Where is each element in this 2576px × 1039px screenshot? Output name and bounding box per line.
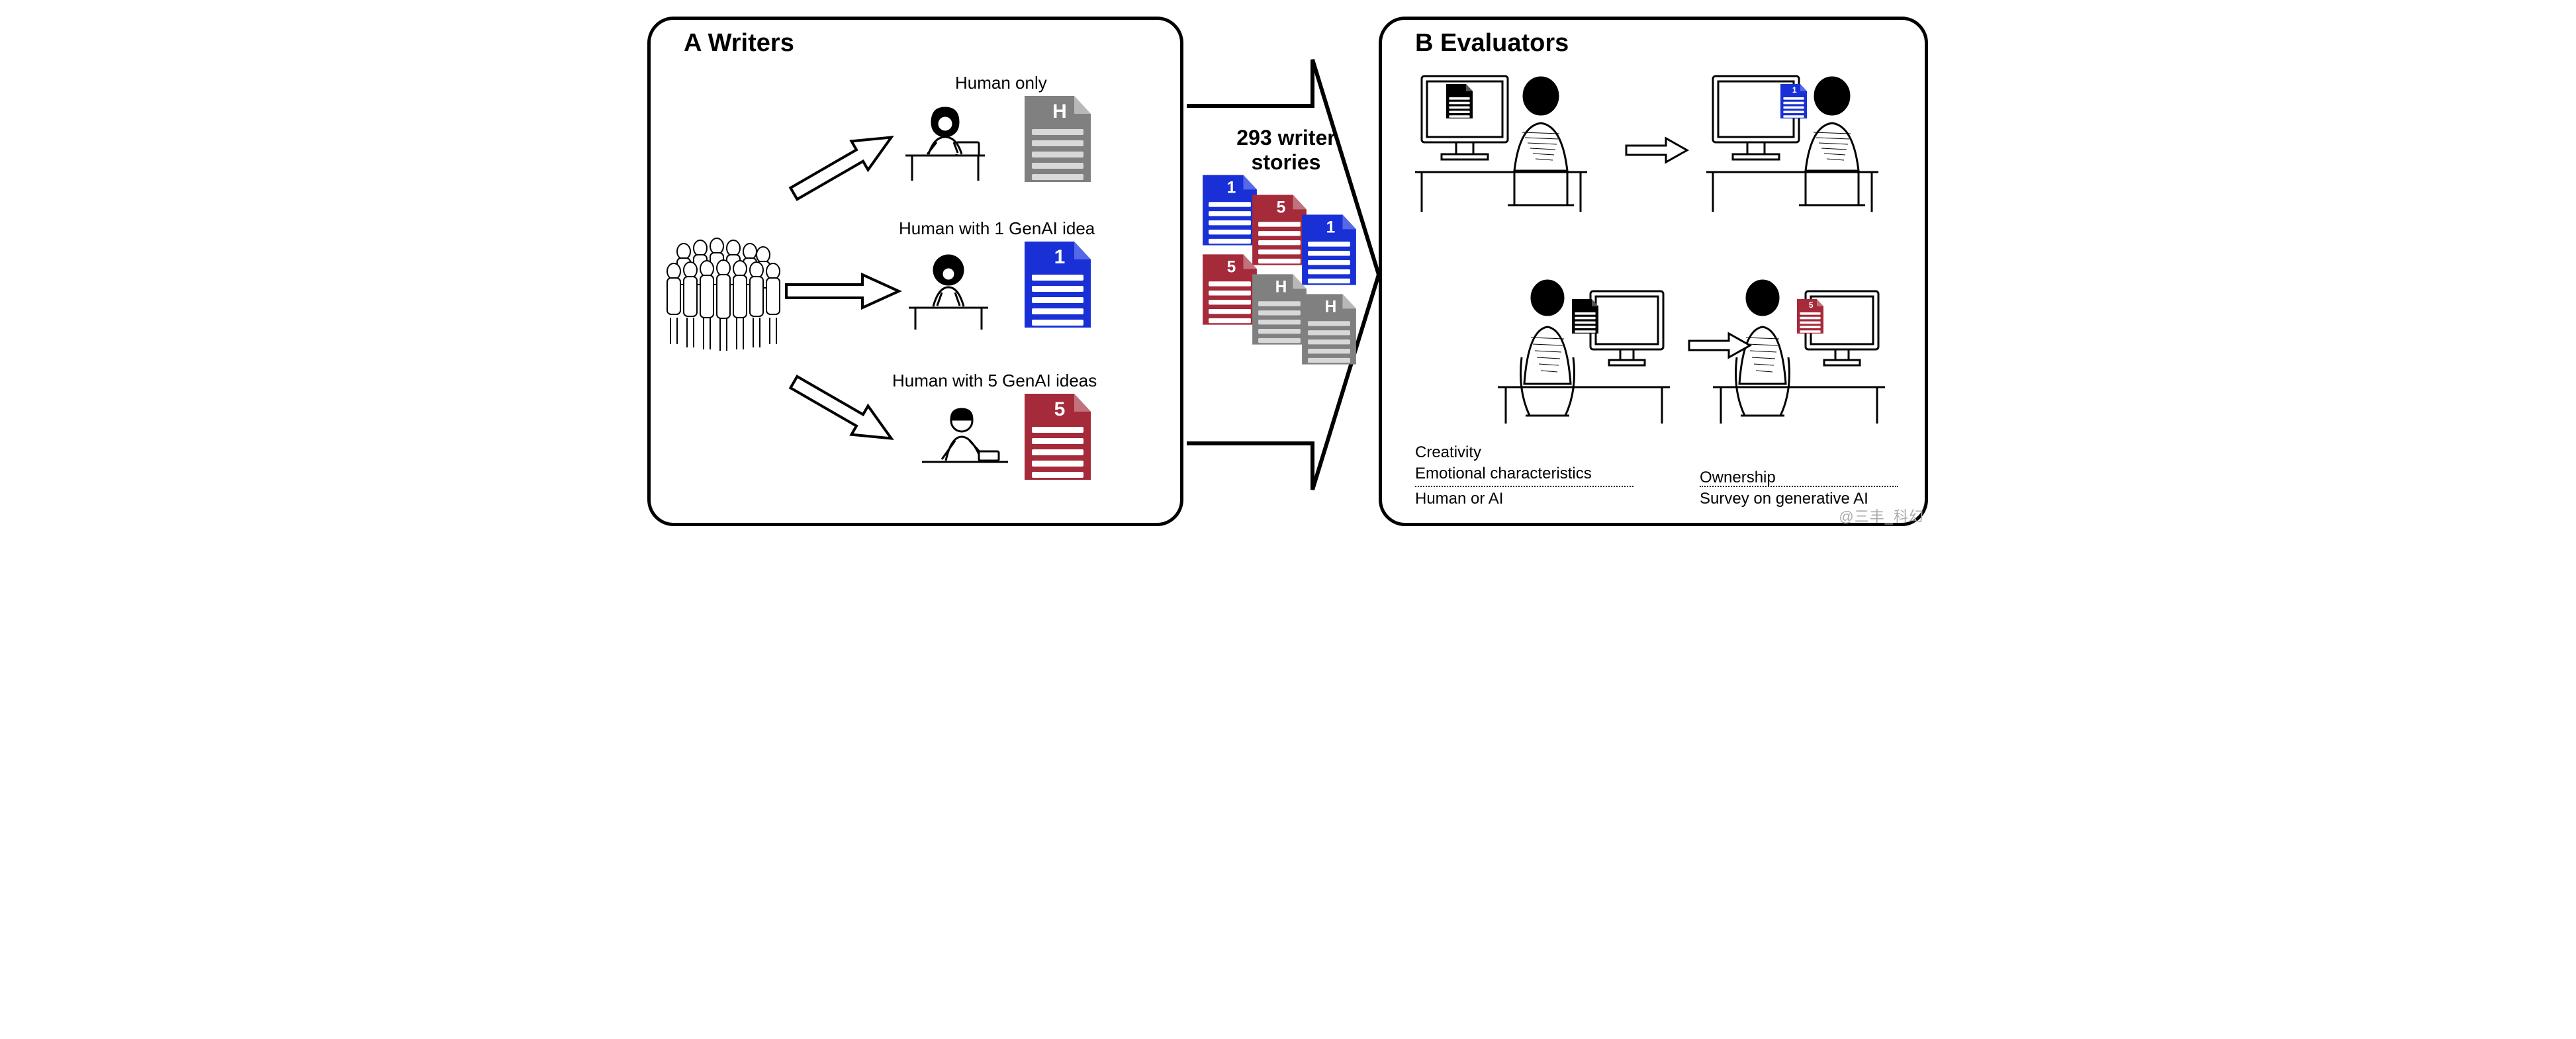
label-emotional: Emotional characteristics	[1415, 465, 1592, 483]
arrow-crowd-to-writer1-icon	[781, 118, 904, 212]
mid-doc-6-icon: H	[1299, 291, 1359, 367]
doc-5genai-icon: 5	[1021, 390, 1094, 483]
screen-doc-bottom-right-icon: 5	[1796, 298, 1825, 335]
evaluator-bottom-left-icon	[1491, 258, 1677, 430]
label-human-only: Human only	[955, 73, 1047, 93]
middle-label: 293 writer stories	[1200, 126, 1372, 175]
svg-text:1: 1	[1326, 218, 1336, 236]
writer-human-only-icon	[902, 103, 988, 182]
panel-evaluators: B Evaluators 1 5 Creativity Emotional ch…	[1379, 17, 1928, 526]
label-ownership: Ownership	[1700, 469, 1776, 487]
svg-text:1: 1	[1227, 179, 1236, 197]
label-creativity: Creativity	[1415, 443, 1481, 462]
label-human-or-ai: Human or AI	[1415, 490, 1503, 508]
svg-text:5: 5	[1227, 258, 1236, 276]
panel-a-title: A Writers	[684, 29, 794, 58]
svg-text:H: H	[1052, 101, 1067, 122]
arrow-crowd-to-writer3-icon	[781, 363, 904, 457]
diagram-root: A Writers	[644, 13, 1932, 533]
writer-5genai-icon	[922, 404, 1008, 483]
doc-1genai-icon: 1	[1021, 238, 1094, 331]
svg-text:H: H	[1275, 278, 1287, 296]
label-human-5-genai: Human with 5 GenAI ideas	[892, 371, 1097, 391]
screen-doc-top-left-icon	[1445, 83, 1474, 120]
svg-text:5: 5	[1054, 398, 1066, 420]
label-human-1-genai: Human with 1 GenAI idea	[899, 218, 1095, 239]
panel-writers: A Writers	[647, 17, 1183, 526]
doc-human-only-icon: H	[1021, 93, 1094, 185]
arrow-crowd-to-writer2-icon	[783, 271, 902, 311]
svg-text:1: 1	[1054, 246, 1066, 268]
evaluator-top-left-icon	[1408, 60, 1594, 232]
svg-text:5: 5	[1277, 199, 1286, 216]
dotted-divider-right	[1700, 486, 1898, 487]
writer-1genai-icon	[905, 251, 991, 331]
svg-text:H: H	[1325, 298, 1337, 316]
panel-b-title: B Evaluators	[1415, 29, 1569, 58]
screen-doc-bottom-left-icon	[1571, 298, 1600, 335]
svg-text:5: 5	[1809, 300, 1814, 310]
screen-doc-top-right-icon: 1	[1779, 83, 1808, 120]
arrow-eval-top-icon	[1624, 136, 1690, 165]
arrow-eval-bottom-icon	[1686, 331, 1753, 360]
watermark: @三丰_科幻	[1839, 505, 1924, 526]
svg-text:1: 1	[1792, 85, 1797, 95]
dotted-divider-left	[1415, 486, 1633, 487]
crowd-icon	[664, 218, 783, 351]
